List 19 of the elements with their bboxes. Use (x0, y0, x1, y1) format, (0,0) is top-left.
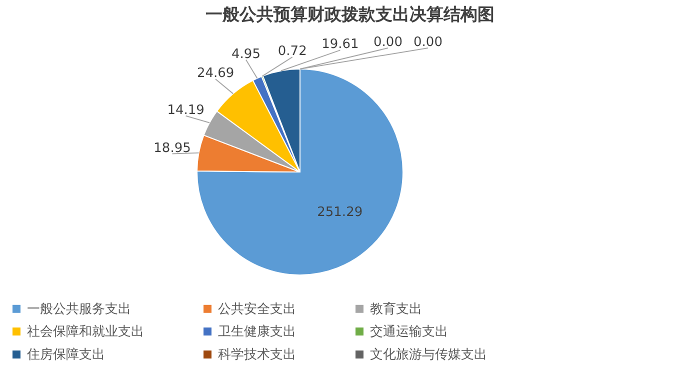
data-label: 24.69 (196, 66, 234, 82)
legend-label: 科学技术支出 (218, 348, 296, 362)
legend-label: 文化旅游与传媒支出 (370, 348, 487, 362)
data-label: 18.95 (154, 140, 191, 156)
data-label: 19.61 (322, 37, 359, 52)
legend-label: 交通运输支出 (370, 324, 448, 340)
data-label: 0.72 (278, 44, 307, 60)
legend-label: 住房保障支出 (26, 346, 105, 362)
legend-label: 一般公共服务支出 (27, 302, 131, 317)
text: 0.00 (374, 35, 402, 50)
data-label: 14.19 (167, 102, 204, 118)
data-label: 251.29 (317, 205, 363, 220)
legend-label: 卫生健康支出 (218, 324, 296, 340)
legend-label: 教育支出 (370, 300, 422, 317)
data-label: 4.95 (232, 46, 260, 62)
legend-label: 公共安全支出 (218, 300, 296, 317)
chart-title: 一般公共预算财政拨款支出决算结构图 (206, 5, 494, 25)
legend-label: 社会保障和就业支出 (27, 324, 144, 340)
text: 0.00 (414, 35, 442, 50)
